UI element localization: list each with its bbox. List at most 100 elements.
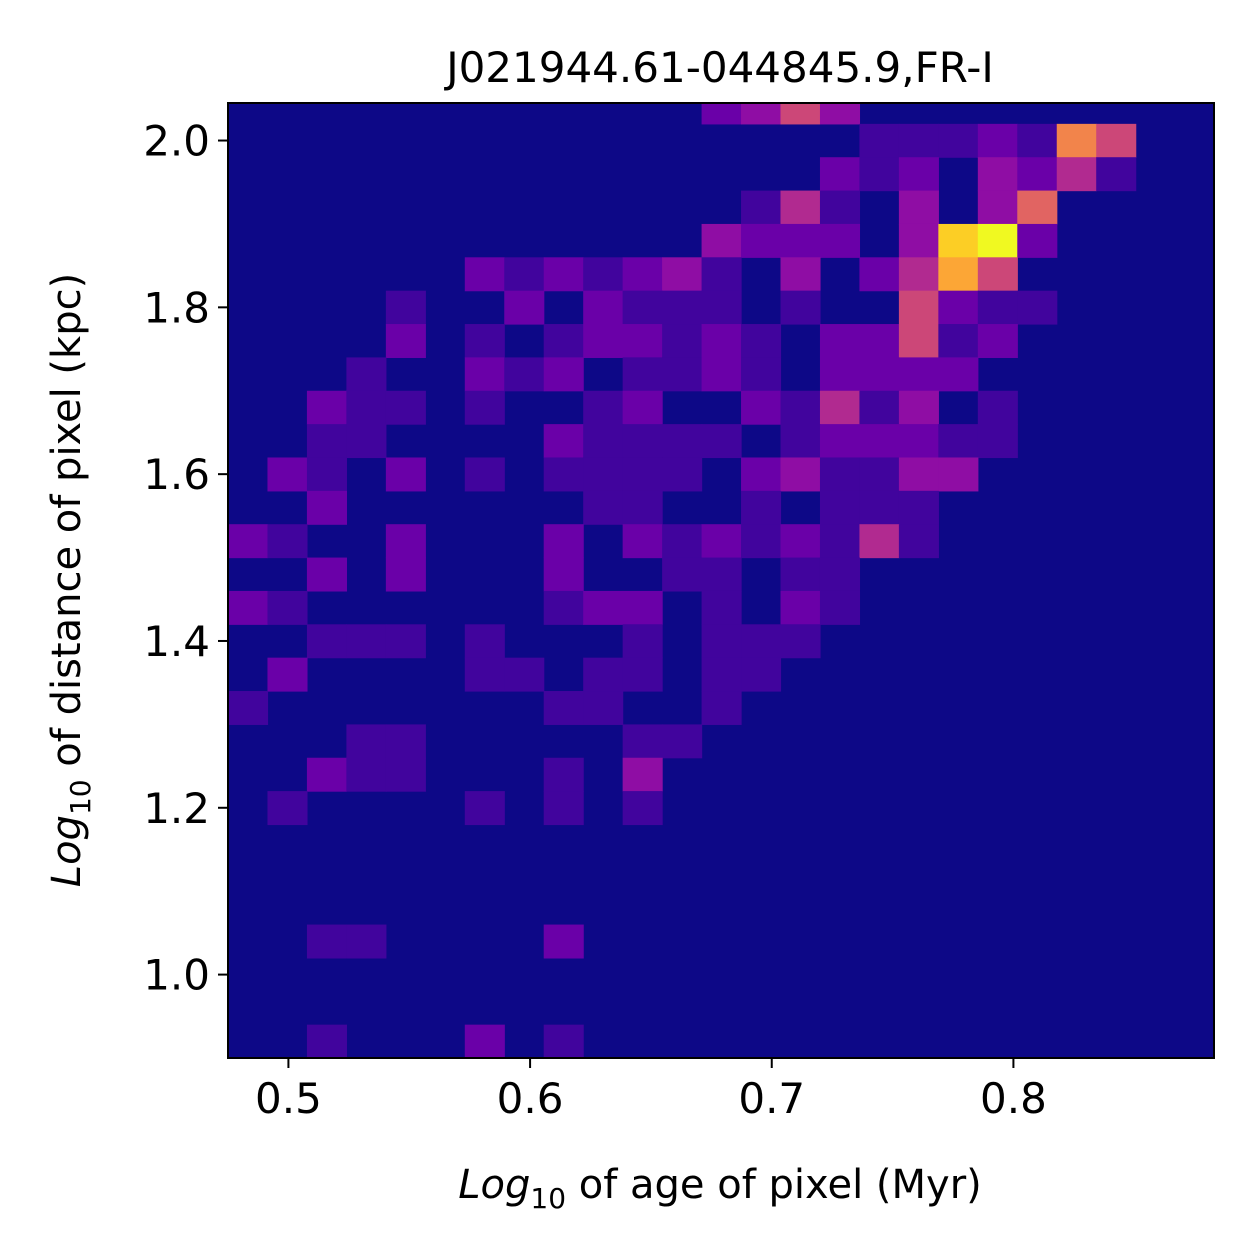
heatmap-cell <box>701 257 742 292</box>
y-axis-label-rest: of distance of pixel (kpc) <box>44 273 90 780</box>
heatmap-cell <box>385 290 426 325</box>
heatmap-cell <box>898 490 939 525</box>
y-tick-label: 1.2 <box>143 784 210 833</box>
heatmap-cell <box>819 590 861 625</box>
heatmap-cell <box>583 290 624 325</box>
heatmap-cell <box>346 757 387 792</box>
heatmap-cell <box>701 357 742 392</box>
heatmap-cell <box>780 390 821 425</box>
heatmap-cell <box>938 424 979 459</box>
heatmap-cell <box>819 524 861 559</box>
heatmap-cell <box>819 324 861 358</box>
heatmap-cell <box>938 223 979 258</box>
heatmap-cell <box>780 624 821 659</box>
heatmap-cell <box>819 424 861 459</box>
heatmap-cell <box>385 324 426 358</box>
y-axis-label-log: Log <box>44 815 90 887</box>
heatmap-cell <box>228 524 269 559</box>
heatmap-cell <box>306 1024 347 1059</box>
heatmap-cell <box>819 390 861 425</box>
heatmap-cell <box>859 424 900 459</box>
heatmap-cell <box>306 490 347 525</box>
heatmap-cell <box>543 357 584 392</box>
heatmap-cell <box>583 424 624 459</box>
heatmap-cell <box>1017 123 1058 158</box>
heatmap-cell <box>306 457 347 492</box>
x-tick-label: 0.6 <box>497 1074 564 1123</box>
heatmap-cell <box>741 457 782 492</box>
heatmap-cell <box>977 324 1018 358</box>
x-tick-label: 0.5 <box>255 1074 322 1123</box>
heatmap-cell <box>385 457 426 492</box>
heatmap-cell <box>701 557 742 592</box>
heatmap-cell <box>780 257 821 292</box>
heatmap-cell <box>662 290 703 325</box>
heatmap-cell <box>859 457 900 492</box>
heatmap-cell <box>464 657 505 692</box>
heatmap-cell <box>543 590 584 625</box>
heatmap-cell <box>977 123 1018 158</box>
heatmap-cell <box>819 157 861 192</box>
heatmap-cell <box>1017 290 1058 325</box>
heatmap-cell <box>346 624 387 659</box>
heatmap-cell <box>938 257 979 292</box>
heatmap-cell <box>583 657 624 692</box>
heatmap-cell <box>859 157 900 192</box>
x-axis-ticks: 0.5 0.6 0.7 0.8 <box>255 1058 1047 1123</box>
heatmap-cell <box>701 424 742 459</box>
heatmap-cell <box>543 924 584 959</box>
heatmap-cell <box>898 123 939 158</box>
heatmap-cell <box>859 123 900 158</box>
x-axis-label-rest: of age of pixel (Myr) <box>566 1162 982 1208</box>
heatmap-cell <box>741 657 782 692</box>
heatmap-cell <box>701 657 742 692</box>
heatmap-cell <box>543 757 584 792</box>
heatmap-cell <box>583 390 624 425</box>
heatmap-cell <box>819 557 861 592</box>
heatmap-cell <box>543 1024 584 1059</box>
heatmap-cell <box>385 390 426 425</box>
heatmap-cell <box>741 324 782 358</box>
heatmap-cell <box>977 190 1018 225</box>
heatmap-cell <box>385 624 426 659</box>
heatmap-cell <box>898 157 939 192</box>
y-axis-label: Log10 of distance of pixel (kpc) <box>44 273 97 887</box>
heatmap-cell <box>622 791 663 826</box>
heatmap-cell <box>228 590 269 625</box>
heatmap-cell <box>543 557 584 592</box>
heatmap-cell <box>819 223 861 258</box>
heatmap-cell <box>267 791 308 826</box>
heatmap-cell <box>504 257 545 292</box>
heatmap-cell <box>701 624 742 659</box>
heatmap-cell <box>741 357 782 392</box>
heatmap-cell <box>859 257 900 292</box>
heatmap-cell <box>306 557 347 592</box>
heatmap-cell <box>346 390 387 425</box>
heatmap-cell <box>464 457 505 492</box>
heatmap-cell <box>898 290 939 325</box>
heatmap-cell <box>859 390 900 425</box>
heatmap-cell <box>543 324 584 358</box>
heatmap-cell <box>701 691 742 725</box>
heatmap-cell <box>306 757 347 792</box>
heatmap-cell <box>504 657 545 692</box>
heatmap-cell <box>898 257 939 292</box>
heatmap-cell <box>898 424 939 459</box>
heatmap-cell <box>780 290 821 325</box>
heatmap-cell <box>819 357 861 392</box>
heatmap-cell <box>622 657 663 692</box>
heatmap-cell <box>543 457 584 492</box>
y-tick-label: 1.0 <box>143 951 210 1000</box>
heatmap-cell <box>267 457 308 492</box>
heatmap-cell <box>504 357 545 392</box>
heatmap-cell <box>977 257 1018 292</box>
heatmap-cell <box>385 724 426 759</box>
heatmap-cell <box>385 557 426 592</box>
heatmap-cell <box>464 257 505 292</box>
heatmap-cell <box>583 324 624 358</box>
heatmap-cell <box>701 290 742 325</box>
heatmap-cell <box>1017 190 1058 225</box>
heatmap-cell <box>543 424 584 459</box>
heatmap-cell <box>543 791 584 826</box>
heatmap-cell <box>583 691 624 725</box>
